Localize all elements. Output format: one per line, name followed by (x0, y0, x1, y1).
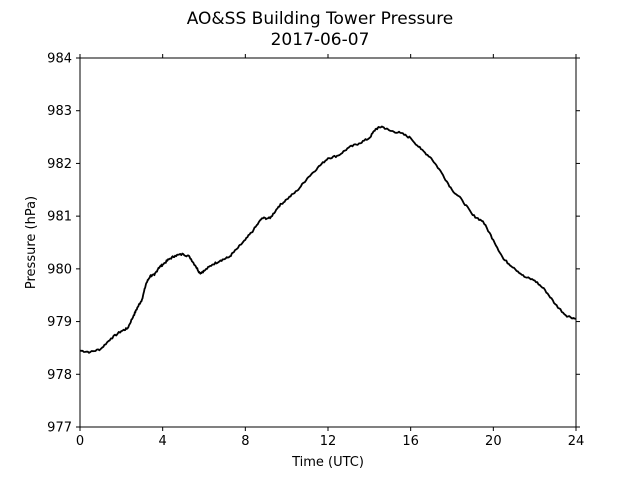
x-tick-label: 24 (568, 434, 585, 449)
x-axis-label: Time (UTC) (291, 455, 364, 470)
pressure-series-line (79, 125, 577, 354)
x-tick-label: 20 (485, 434, 502, 449)
y-tick-label: 980 (47, 262, 72, 277)
y-tick-label: 978 (47, 368, 72, 383)
y-tick-label: 977 (47, 421, 72, 436)
x-tick-label: 8 (241, 434, 249, 449)
y-tick-label: 981 (47, 210, 72, 225)
y-tick-label: 984 (47, 52, 72, 67)
x-tick-label: 16 (402, 434, 419, 449)
y-axis-label: Pressure (hPa) (24, 196, 39, 289)
chart-subtitle: 2017-06-07 (271, 30, 370, 50)
x-tick-label: 0 (76, 434, 84, 449)
chart-title: AO&SS Building Tower Pressure (187, 9, 454, 29)
y-tick-label: 982 (47, 157, 72, 172)
x-tick-label: 4 (159, 434, 167, 449)
plot-area-frame (79, 57, 577, 428)
axis-ticks: 0 4 8 12 16 20 24 977 978 979 980 981 982 983 984 (47, 52, 584, 450)
y-tick-label: 983 (47, 104, 72, 119)
x-tick-label: 12 (320, 434, 337, 449)
y-tick-label: 979 (47, 315, 72, 330)
